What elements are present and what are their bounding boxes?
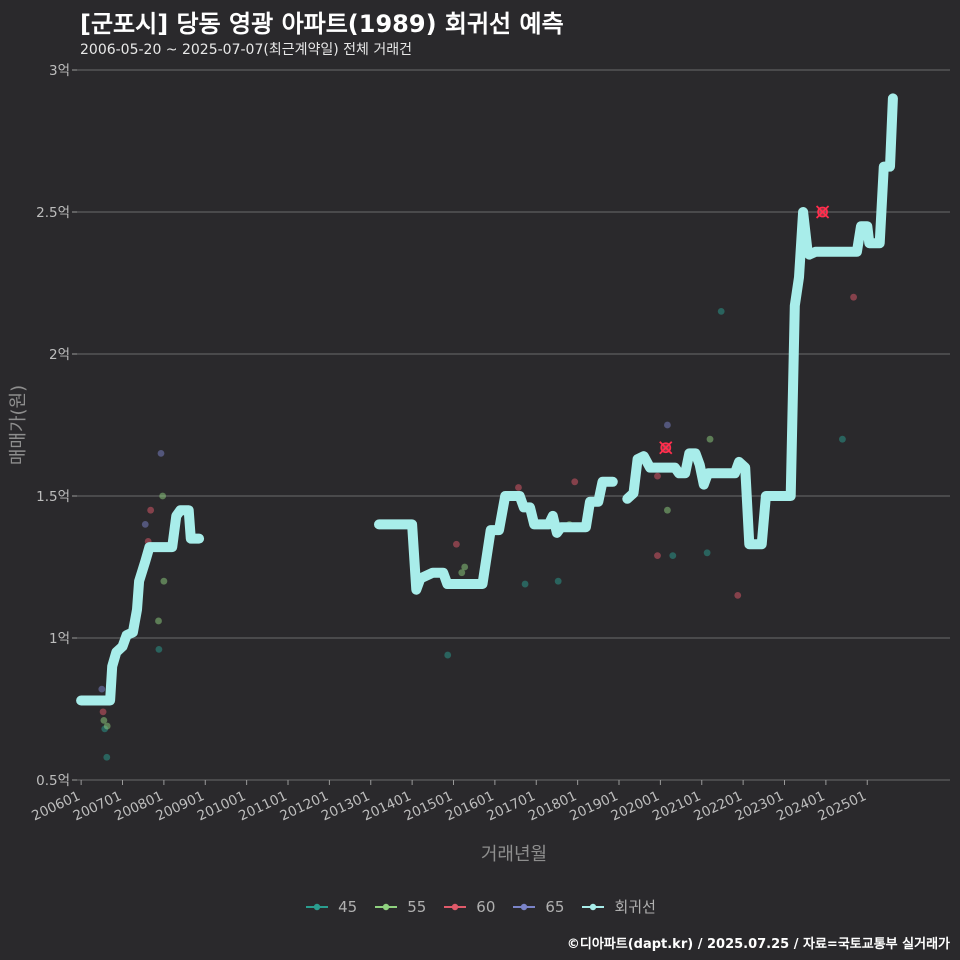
legend-label: 45 bbox=[338, 897, 358, 916]
data-point-60 bbox=[147, 506, 155, 514]
legend-label: 60 bbox=[476, 897, 496, 916]
y-tick-label: 2.5억 bbox=[36, 205, 70, 221]
chart-subtitle: 2006-05-20 ~ 2025-07-07(최근계약일) 전체 거래건 bbox=[80, 42, 412, 58]
legend-item: 55 bbox=[373, 898, 426, 916]
latest-trade-marker bbox=[659, 441, 673, 455]
data-point-45 bbox=[554, 577, 562, 585]
data-point-55 bbox=[664, 506, 671, 514]
data-point-55 bbox=[458, 569, 466, 577]
y-tick-label: 1.5억 bbox=[36, 489, 70, 505]
legend-key-icon bbox=[513, 903, 536, 910]
data-point-55 bbox=[160, 577, 168, 585]
legend-item: 60 bbox=[442, 898, 495, 916]
legend-key-dot bbox=[313, 903, 321, 910]
data-point-60 bbox=[99, 708, 107, 716]
legend-key-dot bbox=[452, 903, 459, 910]
legend-key-dot bbox=[521, 903, 528, 910]
legend-key-icon bbox=[444, 903, 467, 910]
legend-key-icon bbox=[306, 903, 329, 910]
data-point-60 bbox=[850, 293, 857, 301]
data-point-55 bbox=[155, 617, 162, 625]
regression-line-segment bbox=[76, 505, 205, 706]
data-point-60 bbox=[654, 472, 661, 480]
marker-ring bbox=[817, 206, 828, 218]
source-caption: ©디아파트(dapt.kr) / 2025.07.25 / 자료=국토교통부 실… bbox=[566, 937, 950, 952]
regression-line-segment bbox=[374, 476, 618, 595]
data-point-60 bbox=[654, 552, 661, 560]
legend-item: 회귀선 bbox=[580, 896, 656, 917]
grid-lines bbox=[77, 69, 950, 781]
data-point-45 bbox=[669, 552, 677, 560]
data-point-55 bbox=[461, 563, 469, 571]
y-tick-label: 3억 bbox=[49, 63, 70, 79]
regression-line bbox=[76, 93, 898, 706]
data-point-55 bbox=[706, 435, 714, 443]
data-point-45 bbox=[444, 651, 452, 659]
data-point-65 bbox=[157, 450, 165, 457]
regression-line-segment bbox=[622, 93, 898, 550]
y-tick-label: 1억 bbox=[49, 631, 70, 647]
data-point-45 bbox=[521, 580, 529, 588]
legend: 45 55 60 65 회귀선 bbox=[0, 896, 960, 917]
data-point-60 bbox=[515, 484, 522, 491]
legend-label: 회귀선 bbox=[614, 898, 656, 916]
legend-key-dot bbox=[590, 903, 597, 910]
legend-item: 45 bbox=[304, 898, 357, 916]
data-point-55 bbox=[100, 716, 108, 724]
latest-trade-marker bbox=[815, 205, 830, 219]
x-axis-ticks: 2006012007012008012009012010012011012012… bbox=[29, 780, 869, 824]
legend-key-icon bbox=[582, 903, 605, 910]
x-axis-title: 거래년월 bbox=[481, 844, 547, 865]
legend-key-icon bbox=[375, 903, 398, 910]
legend-label: 55 bbox=[407, 897, 427, 916]
data-point-60 bbox=[453, 540, 460, 548]
data-point-65 bbox=[664, 421, 671, 429]
data-point-45 bbox=[103, 753, 111, 761]
data-point-65 bbox=[98, 685, 106, 693]
data-point-45 bbox=[717, 308, 725, 315]
marker-ring bbox=[660, 442, 672, 454]
data-point-60 bbox=[571, 478, 579, 486]
chart-title: [군포시] 당동 영광 아파트(1989) 회귀선 예측 bbox=[80, 10, 564, 38]
x-tick-label: 202501 bbox=[815, 788, 868, 824]
marker-cross bbox=[815, 205, 830, 219]
data-point-60 bbox=[734, 592, 742, 599]
legend-item: 65 bbox=[511, 898, 564, 916]
data-point-45 bbox=[703, 549, 711, 557]
data-point-55 bbox=[103, 722, 111, 730]
data-point-65 bbox=[141, 521, 149, 528]
marker-cross bbox=[659, 441, 673, 455]
y-tick-label: 0.5억 bbox=[36, 773, 70, 789]
y-axis-title: 매매가(원) bbox=[8, 385, 29, 465]
y-axis-ticks: 0.5억 1억 1.5억 2억 2.5억 3억 bbox=[36, 63, 77, 789]
legend-key-dot bbox=[383, 903, 390, 910]
data-point-55 bbox=[159, 492, 167, 500]
data-point-45 bbox=[839, 435, 846, 443]
legend-label: 65 bbox=[545, 897, 565, 916]
y-tick-label: 2억 bbox=[49, 347, 70, 363]
data-point-45 bbox=[155, 645, 163, 653]
latest-trade-markers bbox=[659, 205, 830, 455]
